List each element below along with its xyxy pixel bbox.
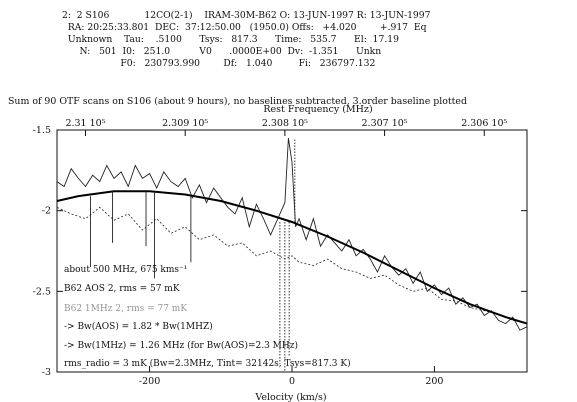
top-axis-label: Rest Frequency (MHz) <box>263 104 372 115</box>
x-tick-label-2: 200 <box>425 376 443 387</box>
chart-title: Sum of 90 OTF scans on S106 (about 9 hou… <box>8 96 467 107</box>
annotation-5: rms_radio = 3 mK (Bw=2.3MHz, Tint= 32142… <box>64 358 351 369</box>
top-tick-label-0: 2.31 10⁵ <box>65 118 105 129</box>
annotation-1: B62 AOS 2, rms = 57 mK <box>64 284 180 294</box>
baseline-fit-curve <box>56 190 528 325</box>
header-line-2: RA: 20:25:33.801 DEC: 37:12:50.00 (1950.… <box>62 22 427 33</box>
annotation-2: B62 1MHz 2, rms = 77 mK <box>64 304 187 314</box>
header-line-1: 2: 2 S106 12CO(2-1) IRAM-30M-B62 O: 13-J… <box>62 10 431 21</box>
x-tick-label-1: 0 <box>289 376 295 387</box>
header-line-4: N: 501 I0: 251.0 V0 .0000E+00 Dv: -1.351… <box>62 46 382 57</box>
y-tick-label-2: -2.5 <box>33 286 51 297</box>
spectrum-series-1 <box>56 206 528 324</box>
top-tick-label-2: 2.308 10⁵ <box>262 118 308 129</box>
x-axis-label: Velocity (km/s) <box>254 392 326 402</box>
spectrum-series-0 <box>56 138 528 331</box>
annotation-3: -> Bw(AOS) = 1.82 * Bw(1MHZ) <box>64 321 213 332</box>
top-tick-label-3: 2.307 10⁵ <box>362 118 408 129</box>
x-tick-label-0: -200 <box>139 376 160 387</box>
top-tick-label-1: 2.309 10⁵ <box>162 118 208 129</box>
top-tick-label-4: 2.306 10⁵ <box>461 118 507 129</box>
y-tick-label-3: -3 <box>42 367 51 378</box>
header-line-5: F0: 230793.990 Df: 1.040 Fi: 236797.132 <box>62 58 376 69</box>
annotation-4: -> Bw(1MHz) = 1.26 MHz (for Bw(AOS)=2.3 … <box>64 340 298 351</box>
y-tick-label-1: -2 <box>42 206 51 217</box>
y-tick-label-0: -1.5 <box>33 125 51 136</box>
annotation-0: about 500 MHz, 675 kms⁻¹ <box>64 265 187 275</box>
header-line-3: Unknown Tau: .5100 Tsys: 817.3 Time: 535… <box>62 34 399 45</box>
